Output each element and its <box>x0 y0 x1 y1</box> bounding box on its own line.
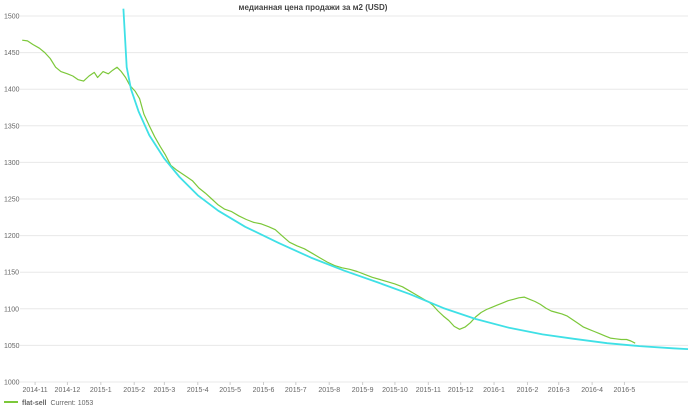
grid-lines <box>20 15 688 383</box>
x-tick-label: 2015-9 <box>352 387 374 394</box>
svg-text:flat-sell Current: 1053: flat-sell Current: 1053 <box>22 400 93 407</box>
x-tick-label: 2016-5 <box>614 387 636 394</box>
x-tick-label: 2016-3 <box>548 387 570 394</box>
y-tick-label: 1450 <box>4 50 20 57</box>
y-tick-label: 1150 <box>4 270 19 277</box>
y-tick-label: 1100 <box>4 306 19 313</box>
legend-current-value: Current: 1053 <box>50 400 93 407</box>
y-tick-label: 1500 <box>4 14 20 21</box>
legend[interactable]: flat-sell Current: 1053 <box>4 400 93 407</box>
y-tick-label: 1400 <box>4 87 20 94</box>
x-tick-label: 2015-5 <box>219 387 241 394</box>
y-tick-label: 1350 <box>4 123 20 130</box>
series-line-flat-sell <box>22 39 636 344</box>
x-tick-label: 2015-4 <box>187 387 209 394</box>
x-tick-label: 2015-11 <box>416 387 441 394</box>
x-axis: 2014-11 2014-12 2015-1 2015-2 2015-3 2015-4 20… <box>22 382 635 394</box>
x-tick-label: 2016-1 <box>483 387 505 394</box>
y-tick-label: 1300 <box>4 160 20 167</box>
x-tick-label: 2015-3 <box>153 387 175 394</box>
x-tick-label: 2015-7 <box>285 387 307 394</box>
y-tick-label: 1050 <box>4 343 20 350</box>
y-tick-label: 1250 <box>4 197 20 204</box>
x-tick-label: 2016-4 <box>581 387 603 394</box>
x-tick-label: 2014-11 <box>22 387 47 394</box>
x-tick-label: 2015-1 <box>90 387 112 394</box>
x-tick-label: 2016-2 <box>517 387 539 394</box>
chart-title: медианная цена продажи за м2 (USD) <box>239 3 388 12</box>
x-tick-label: 2015-6 <box>253 387 275 394</box>
x-tick-label: 2015-10 <box>382 387 408 394</box>
x-tick-label: 2015-8 <box>318 387 340 394</box>
y-axis: 1000 1050 1100 1150 1200 1250 1300 1350 1400 1450… <box>4 14 20 387</box>
x-tick-label: 2015-12 <box>448 387 474 394</box>
legend-series-name: flat-sell <box>22 400 47 407</box>
y-tick-label: 1000 <box>4 380 20 387</box>
y-tick-label: 1200 <box>4 233 20 240</box>
series-layer <box>22 8 689 350</box>
trend-curve-line <box>122 8 689 350</box>
x-tick-label: 2014-12 <box>55 387 81 394</box>
x-tick-label: 2015-2 <box>123 387 145 394</box>
